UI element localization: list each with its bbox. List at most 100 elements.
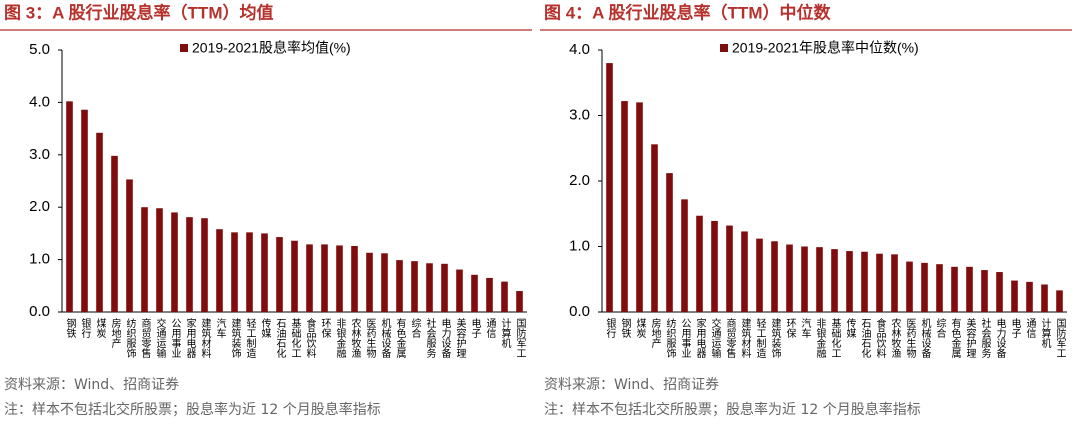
- x-tick-label: 机械设备: [379, 317, 391, 359]
- x-tick-label: 商贸零售: [139, 317, 151, 359]
- bar: [186, 217, 193, 312]
- x-tick-label: 医药生物: [904, 318, 916, 359]
- bar: [366, 252, 373, 312]
- bar: [786, 244, 793, 312]
- x-tick-label: 交通运输: [709, 317, 721, 359]
- x-tick-label: 传媒: [844, 318, 856, 339]
- x-tick-label: 通信: [1024, 318, 1036, 339]
- x-tick-label: 基础化工: [829, 317, 841, 358]
- bar: [156, 208, 163, 312]
- bar: [711, 220, 718, 312]
- x-tick-label: 商贸零售: [724, 317, 736, 359]
- bar: [231, 232, 238, 312]
- x-tick-label: 计算机: [1039, 317, 1051, 349]
- source: 资料来源：Wind、招商证券: [4, 377, 179, 393]
- x-tick-label: 公用事业: [169, 318, 181, 358]
- x-tick-label: 建筑装饰: [769, 317, 781, 359]
- bar: [636, 102, 643, 313]
- bar: [816, 247, 823, 312]
- x-tick-label: 社会服务: [424, 317, 436, 359]
- bar: [831, 249, 838, 312]
- x-tick-label: 石油石化: [274, 318, 286, 358]
- x-tick-label: 汽车: [799, 317, 811, 339]
- bar: [381, 253, 388, 312]
- legend-label: 2019-2021年股息率中位数(%): [732, 40, 919, 56]
- x-tick-label: 建筑材料: [199, 317, 211, 359]
- bar: [351, 245, 358, 312]
- bar: [246, 232, 253, 312]
- x-tick-label: 有色金属: [949, 317, 961, 359]
- bar: [126, 179, 133, 312]
- y-tick-label: 0.0: [29, 303, 50, 320]
- x-tick-label: 国防军工: [1054, 318, 1066, 358]
- bar: [996, 272, 1003, 312]
- chart: 图 3：A 股行业股息率（TTM）均值 0.0 1.0 2.0 3.0 4.0 5.0 钢铁银…: [0, 2, 532, 418]
- x-tick-label: 房地产: [109, 317, 121, 349]
- bar: [981, 270, 988, 312]
- bar: [1041, 284, 1048, 312]
- bar: [336, 245, 343, 312]
- bar: [501, 281, 508, 312]
- y-tick-label: 4.0: [29, 93, 50, 110]
- bar: [696, 215, 703, 312]
- note: 注：样本不包括北交所股票；股息率为近 12 个月股息率指标: [4, 401, 381, 418]
- bar: [906, 261, 913, 312]
- bar: [321, 244, 328, 312]
- x-tick-label: 综合: [409, 317, 421, 339]
- x-tick-label: 轻工制造: [754, 317, 766, 358]
- y-tick-label: 3.0: [29, 146, 50, 163]
- x-tick-label: 电力设备: [439, 317, 451, 359]
- bar: [306, 244, 313, 312]
- y-tick-label: 2.0: [569, 172, 590, 189]
- bar: [291, 240, 298, 312]
- y-tick-label: 0.0: [569, 303, 590, 320]
- bar: [216, 229, 223, 312]
- bar: [111, 155, 118, 312]
- bar: [81, 109, 88, 313]
- bar: [456, 269, 463, 312]
- bar: [66, 101, 73, 313]
- y-tick-label: 2.0: [29, 198, 50, 215]
- note: 注：样本不包括北交所股票；股息率为近 12 个月股息率指标: [544, 401, 921, 418]
- chart: 图 4：A 股行业股息率（TTM）中位数 0.0 1.0 2.0 3.0 4.0 银行 钢铁煤…: [540, 2, 1072, 418]
- bar: [861, 251, 868, 312]
- legend-swatch: [720, 44, 728, 52]
- chart-title: 图 4：A 股行业股息率（TTM）中位数: [544, 2, 831, 22]
- x-tick-label: 家用电器: [694, 317, 706, 359]
- x-tick-label: 银行: [604, 317, 616, 339]
- bar: [921, 262, 928, 312]
- x-tick-label: 建筑材料: [739, 317, 751, 359]
- x-tick-label: 煤炭: [634, 317, 646, 339]
- x-tick-label: 非银金融: [334, 318, 346, 359]
- bar: [396, 260, 403, 312]
- x-tick-label: 非银金融: [814, 318, 826, 359]
- bar: [651, 144, 658, 312]
- bar: [756, 238, 763, 312]
- x-tick-label: 交通运输: [154, 317, 166, 359]
- x-tick-label: 传媒: [259, 318, 271, 339]
- x-tick-label: 电子: [469, 317, 481, 338]
- x-tick-label: 建筑装饰: [229, 317, 241, 359]
- bar: [1056, 290, 1063, 312]
- bar: [171, 212, 178, 312]
- x-tick-label: 机械设备: [919, 317, 931, 359]
- bar: [966, 266, 973, 312]
- bar: [741, 231, 748, 312]
- bar: [426, 263, 433, 312]
- x-tick-label: 农林牧渔: [349, 317, 361, 359]
- x-tick-label: 轻工制造: [244, 317, 256, 358]
- x-tick-label: 公用事业: [679, 318, 691, 358]
- bar: [936, 264, 943, 312]
- bar: [201, 218, 208, 312]
- bar: [726, 225, 733, 312]
- bar: [771, 241, 778, 312]
- x-tick-label: 纺织服饰: [664, 317, 676, 359]
- source: 资料来源：Wind、招商证券: [544, 377, 719, 393]
- x-tick-label: 医药生物: [364, 318, 376, 359]
- bar: [951, 266, 958, 312]
- x-tick-label: 食品饮料: [304, 317, 316, 359]
- y-tick-label: 5.0: [29, 41, 50, 58]
- x-tick-label: 通信: [484, 318, 496, 339]
- bar: [276, 237, 283, 312]
